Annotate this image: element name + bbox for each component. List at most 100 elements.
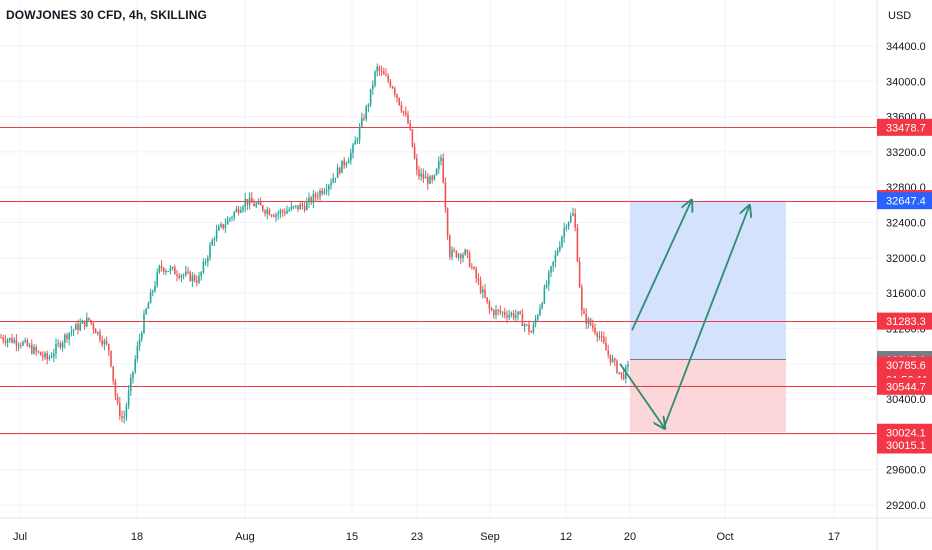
candle-body [473,267,475,269]
candle-body [418,169,420,177]
candle-body [317,196,319,198]
candle-body [422,173,425,179]
candle-body [13,339,15,343]
candle-body [460,254,462,259]
candle-body [207,257,209,262]
candle-body [466,249,469,253]
x-tick-label: 23 [411,531,423,543]
candle-body [224,224,227,228]
candle-body [39,352,42,356]
candle-body [246,198,249,205]
candle-body [389,81,392,87]
candle-body [68,332,70,340]
projection-arrow [663,207,749,428]
candle-body [185,271,187,275]
candle-body [468,252,471,267]
candle-body [543,287,546,304]
candle-body [299,204,301,210]
candle-body [28,345,31,347]
candle-body [383,71,385,75]
candle-body [400,104,403,112]
candle-body [306,202,308,211]
candle-body [163,267,165,272]
candle-body [44,353,46,358]
candle-body [508,314,510,318]
candle-body [138,339,141,347]
candle-body [83,320,86,327]
candle-body [147,303,150,309]
candle-body [191,275,194,282]
candle-body [121,416,123,418]
candle-body [429,176,431,184]
candle-body [537,315,539,320]
candle-body [46,353,48,360]
candle-body [66,334,68,340]
candle-body [2,337,4,341]
x-tick-label: Oct [716,531,733,543]
candle-body [532,324,535,333]
candle-body [79,323,81,330]
candle-body [149,292,152,304]
candle-body [420,173,422,177]
candle-body [275,214,277,217]
candle-body [310,197,312,203]
candle-body [244,198,246,207]
candle-body [405,112,407,115]
candle-body [512,313,515,318]
candle-body [444,182,447,209]
candle-body [154,285,156,291]
candle-body [609,354,612,362]
candle-body [510,313,513,315]
candle-body [266,209,268,214]
candle-body [343,160,345,166]
candle-body [262,205,264,211]
candle-body [627,364,629,367]
candle-body [330,182,332,186]
candle-body [350,152,352,161]
candle-body [132,371,134,378]
candle-body [6,339,9,343]
x-tick-label: 20 [624,531,636,543]
candle-body [9,337,11,340]
time-axis: Jul 18 Aug 15 23 Sep 12 20 Oct 17 [0,517,932,543]
currency-label: USD [888,10,911,22]
candle-body [482,289,484,293]
candle-body [380,70,383,72]
candle-body [407,114,409,124]
candle-body [385,74,387,76]
candle-body [167,271,169,273]
candle-body [367,105,370,107]
candle-body [594,327,596,334]
candle-body [286,210,288,214]
candle-body [376,66,378,72]
candle-body [64,334,66,343]
candle-body [438,161,440,169]
price-axis: USD34400.034000.033600.033200.032800.032… [876,0,926,550]
candle-body [156,271,158,286]
candle-body [55,343,57,354]
candle-body [323,191,326,194]
candle-body [240,210,242,213]
candle-body [176,274,178,277]
candle-body [112,366,114,382]
y-tick-label: 33200.0 [886,147,926,159]
candle-body [59,343,62,348]
candle-body [453,249,455,251]
candle-body [281,210,284,213]
projection-arrow [631,201,691,331]
candle-body [152,290,154,293]
x-tick-label: 17 [828,531,840,543]
candle-body [314,193,317,197]
candle-body [607,350,609,355]
candle-body [435,168,438,175]
candle-body [284,212,286,214]
candle-body [341,160,343,174]
candle-body [554,254,557,262]
candle-body [431,176,433,180]
candle-body [592,325,594,328]
candle-body [504,312,506,316]
candle-body [484,289,486,298]
candle-body [394,88,396,95]
candle-body [94,329,97,334]
